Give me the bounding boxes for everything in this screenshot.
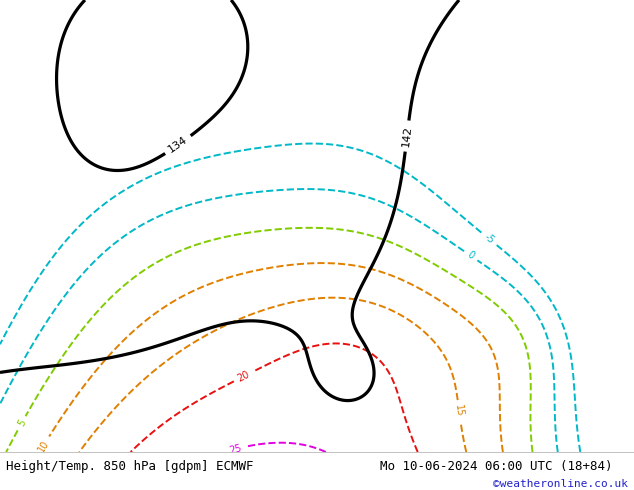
Text: 142: 142: [401, 125, 413, 147]
Text: 134: 134: [167, 135, 190, 155]
Text: ©weatheronline.co.uk: ©weatheronline.co.uk: [493, 479, 628, 490]
Text: 15: 15: [453, 404, 465, 418]
Text: 5: 5: [16, 418, 27, 428]
Text: 0: 0: [465, 250, 476, 262]
Text: Mo 10-06-2024 06:00 UTC (18+84): Mo 10-06-2024 06:00 UTC (18+84): [380, 460, 613, 473]
Text: -5: -5: [482, 232, 496, 246]
Text: Height/Temp. 850 hPa [gdpm] ECMWF: Height/Temp. 850 hPa [gdpm] ECMWF: [6, 460, 254, 473]
Text: 20: 20: [236, 369, 252, 384]
Text: 25: 25: [228, 442, 243, 456]
Text: 10: 10: [36, 438, 51, 454]
